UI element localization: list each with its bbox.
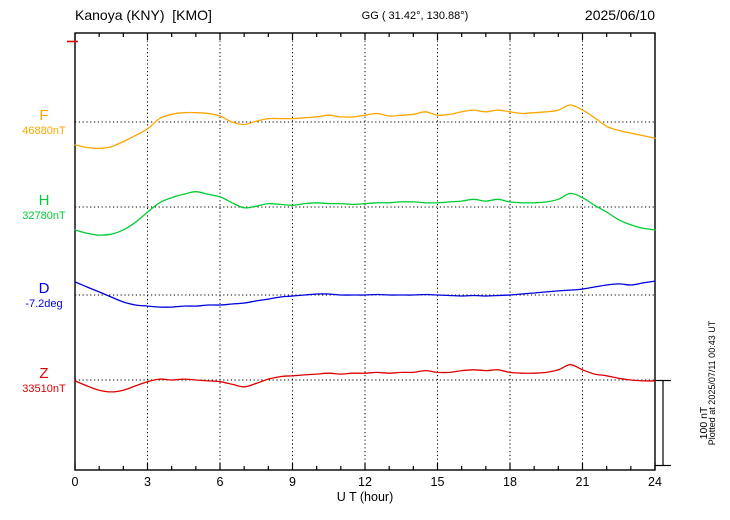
f-letter: F [39, 107, 49, 124]
x-tick-label-9: 9 [289, 475, 296, 489]
x-tick-label-21: 21 [575, 475, 590, 489]
scale-bar-label: 100 nT 0.5 deg [672, 386, 710, 460]
x-tick-label-6: 6 [216, 475, 224, 489]
x-tick-label-18: 18 [503, 475, 517, 489]
z-trace [74, 364, 656, 393]
h-letter: H [38, 192, 50, 209]
x-tick-label-12: 12 [358, 475, 372, 489]
d-letter: D [38, 280, 50, 297]
z-component-label: Z 33510nT [16, 365, 72, 396]
x-tick-label-24: 24 [648, 475, 662, 489]
d-trace [74, 280, 656, 308]
plot-date: 2025/06/10 [584, 7, 655, 23]
z-letter: Z [39, 365, 49, 382]
plotted-at-note: Plotted at 2025/07/11 00:43 UT [707, 320, 717, 446]
x-tick-label-15: 15 [430, 475, 445, 489]
h-baseline-value: 32780nT [22, 210, 66, 222]
gg-coordinates: GG ( 31.42°, 130.88°) [361, 10, 469, 22]
d-baseline-value: -7.2deg [25, 298, 63, 310]
f-baseline-value: 46880nT [22, 125, 66, 137]
f-component-label: F 46880nT [16, 107, 72, 138]
h-component-label: H 32780nT [16, 192, 72, 223]
x-axis-title: U T (hour) [336, 490, 394, 504]
z-baseline-value: 33510nT [22, 383, 66, 395]
plot-border [74, 32, 656, 471]
f-trace [74, 104, 656, 149]
x-tick-label-0: 0 [71, 475, 79, 489]
d-component-label: D -7.2deg [16, 280, 72, 311]
h-trace [74, 191, 656, 236]
station-title: Kanoya (KNY) [KMO] [75, 7, 212, 23]
x-tick-label-3: 3 [144, 475, 151, 489]
